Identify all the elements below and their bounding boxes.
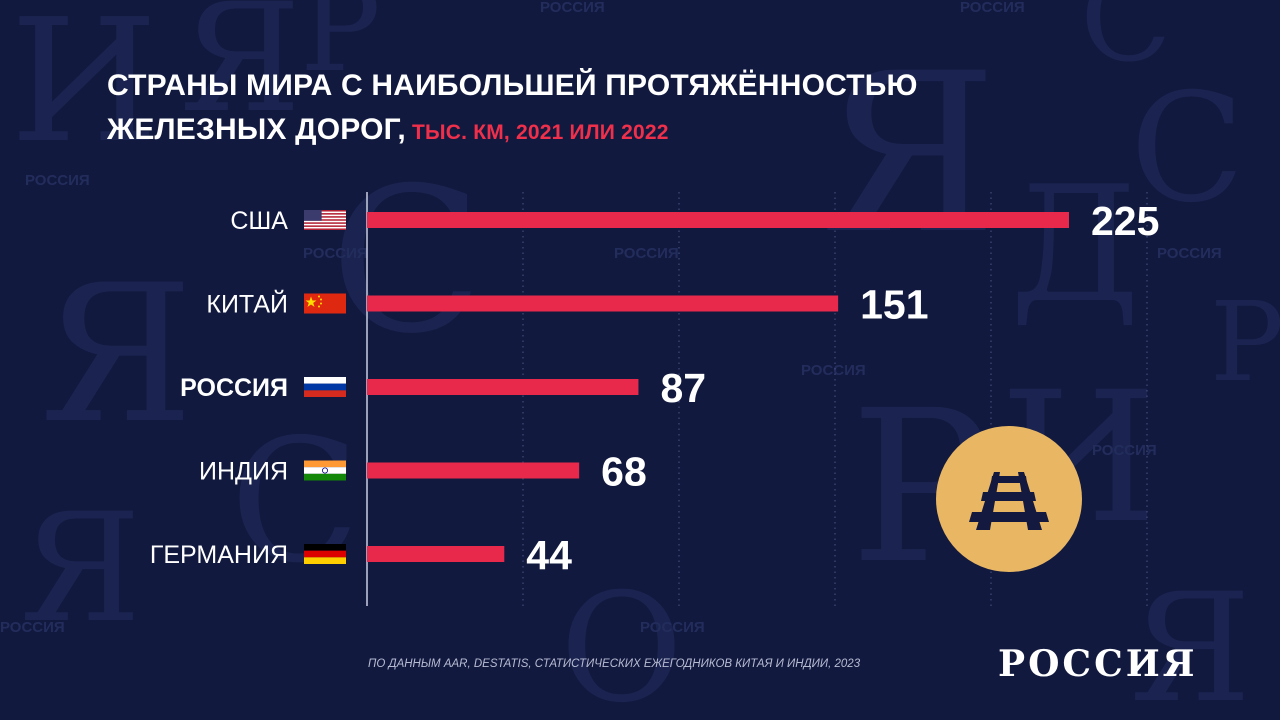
- value-label: 68: [601, 449, 647, 495]
- bar-5: [367, 546, 505, 562]
- china-flag-icon: [304, 293, 346, 314]
- category-label: США: [230, 207, 288, 235]
- railway-badge: [936, 426, 1082, 572]
- bar-2: [367, 295, 839, 312]
- chart-title: СТРАНЫ МИРА С НАИБОЛЬШЕЙ ПРОТЯЖЁННОСТЬЮ …: [107, 64, 918, 155]
- railway-track-icon: [969, 472, 1049, 530]
- us-flag-icon: [304, 210, 346, 230]
- title-unit: ТЫС. КМ, 2021 ИЛИ 2022: [411, 121, 669, 144]
- russia-flag-icon: [304, 377, 346, 397]
- title-line-1: СТРАНЫ МИРА С НАИБОЛЬШЕЙ ПРОТЯЖЁННОСТЬЮ: [107, 69, 918, 102]
- value-label: 44: [526, 532, 572, 578]
- bar-1: [367, 212, 1069, 228]
- value-label: 151: [860, 282, 928, 328]
- value-label: 225: [1091, 198, 1159, 244]
- source-note: ПО ДАННЫМ AAR, DESTATIS, СТАТИСТИЧЕСКИХ …: [368, 658, 861, 670]
- germany-flag-icon: [304, 544, 346, 564]
- brand-logo: РОССИЯ: [998, 643, 1198, 685]
- title-line-2: ЖЕЛЕЗНЫХ ДОРОГ,: [107, 113, 406, 146]
- category-label: ИНДИЯ: [199, 458, 288, 486]
- bar-3: [367, 379, 639, 395]
- category-label: РОССИЯ: [180, 374, 288, 402]
- category-label: КИТАЙ: [206, 289, 288, 319]
- category-label: ГЕРМАНИЯ: [150, 541, 288, 569]
- value-label: 87: [660, 365, 706, 411]
- india-flag-icon: [304, 460, 346, 481]
- bar-4: [367, 462, 580, 479]
